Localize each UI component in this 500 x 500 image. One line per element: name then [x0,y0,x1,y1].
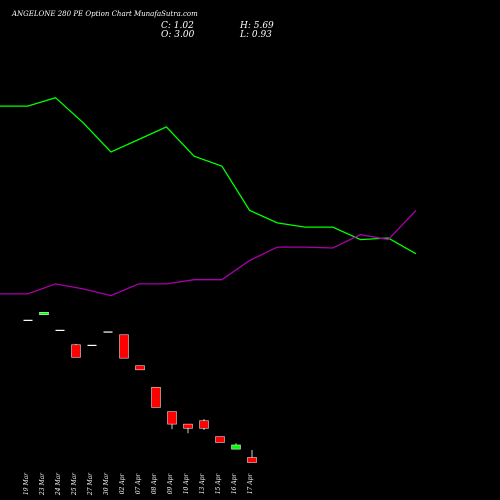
candles [23,312,257,463]
candle-14 [231,443,241,450]
x-tick-label: 15 Apr [215,473,222,495]
candle-1 [23,319,33,321]
candle-body [231,444,241,450]
x-tick-label: 16 Apr [231,473,238,495]
x-tick-label: 08 Apr [151,473,158,495]
low-value: L: 0.93 [240,30,272,40]
x-tick-label: 09 Apr [167,473,174,495]
x-tick-label: 10 Apr [183,473,190,495]
candle-3 [55,329,65,331]
x-axis-labels: 19 Mar 23 Mar 24 Mar 25 Mar 27 Mar 30 Mar 02 A… [23,472,254,496]
x-tick-label: 17 Apr [247,473,254,495]
candle-body [23,319,33,321]
candle-8 [135,365,145,371]
x-tick-label: 27 Mar [87,472,94,496]
candle-body [55,329,65,331]
candle-body [247,457,257,463]
x-tick-label: 13 Apr [199,473,206,495]
close-value: C: 1.02 [161,21,194,31]
candle-2 [39,312,49,316]
candle-7 [119,334,129,359]
candle-13 [215,436,225,443]
indicator-lines [0,96,417,297]
candle-body [167,411,177,425]
candle-body [71,344,81,358]
x-tick-label: 24 Mar [55,472,62,496]
candle-body [135,365,145,371]
candle-11 [183,423,193,434]
candle-body [103,331,113,333]
candle-body [183,423,193,429]
chart-title: ANGELONE 280 PE Option Chart MunafaSutra… [12,10,198,18]
x-tick-label: 07 Apr [135,473,142,495]
x-tick-label: 30 Mar [103,472,110,495]
candle-10 [167,411,177,430]
candle-body [39,312,49,316]
candle-5 [87,344,97,347]
candle-body [151,387,161,408]
candle-4 [71,343,81,358]
candle-body [119,334,129,359]
open-value: O: 3.00 [161,30,195,40]
candle-6 [103,331,113,333]
green-line-series [0,96,417,255]
x-tick-label: 02 Apr [119,473,126,495]
x-tick-label: 19 Mar [23,472,30,495]
candle-body [199,420,209,429]
x-tick-label: 25 Mar [71,472,78,496]
candle-15 [247,449,257,463]
candle-body [215,436,225,443]
candle-body [87,344,97,347]
candle-12 [199,419,209,430]
x-tick-label: 23 Mar [39,472,46,496]
candle-9 [151,387,161,408]
high-value: H: 5.69 [240,21,274,31]
magenta-line-series [0,209,417,297]
